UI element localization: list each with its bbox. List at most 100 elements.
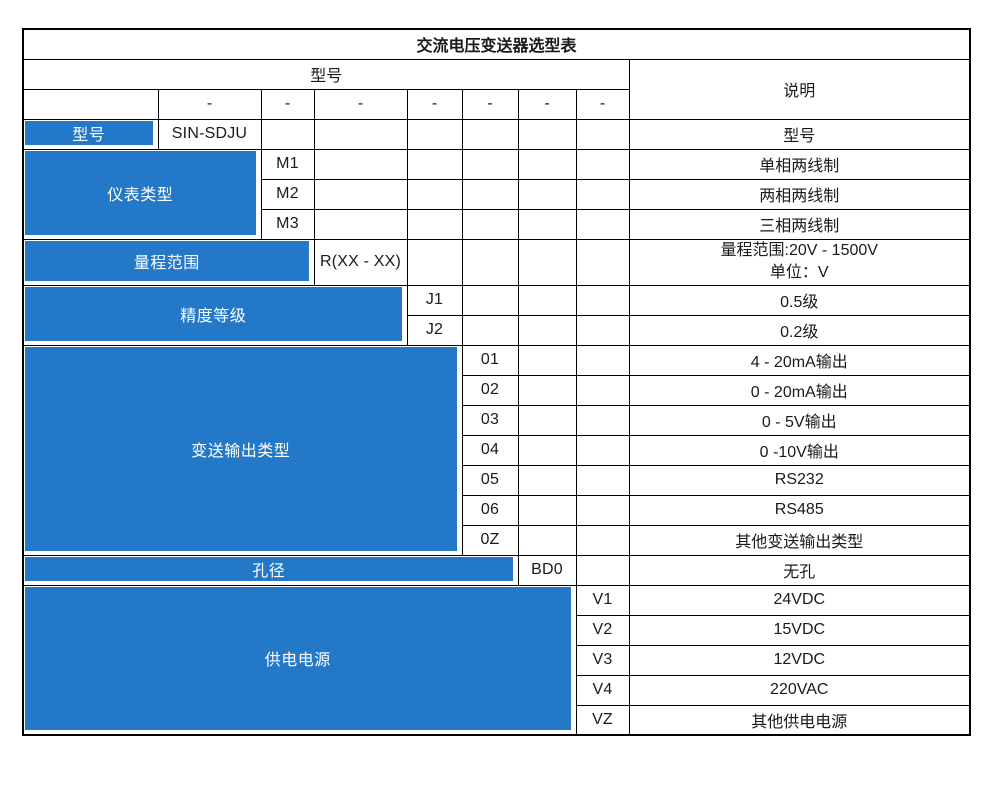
empty-cell <box>461 118 519 150</box>
desc-cell-04: 0 -10V输出 <box>628 434 971 466</box>
code-cell-j1: J1 <box>406 284 463 316</box>
desc-cell-03: 0 - 5V输出 <box>628 404 971 436</box>
code-cell-04: 04 <box>461 434 519 466</box>
code-cell-v2: V2 <box>575 614 630 646</box>
empty-cell <box>22 88 159 120</box>
desc-cell-05: RS232 <box>628 464 971 496</box>
desc-cell-m1: 单相两线制 <box>628 148 971 180</box>
empty-cell <box>517 344 577 376</box>
desc-cell-v3: 12VDC <box>628 644 971 676</box>
code-cell-v1: V1 <box>575 584 630 616</box>
model-dash-cell: - <box>575 88 630 120</box>
section-label-aperture: 孔径 <box>22 554 519 586</box>
section-label-output-type-text: 变送输出类型 <box>25 346 457 551</box>
empty-cell <box>575 314 630 346</box>
code-cell-06: 06 <box>461 494 519 526</box>
empty-cell <box>517 314 577 346</box>
desc-cell-02: 0 - 20mA输出 <box>628 374 971 406</box>
empty-cell <box>575 148 630 180</box>
empty-cell <box>517 464 577 496</box>
empty-cell <box>517 374 577 406</box>
model-dash-cell: - <box>461 88 519 120</box>
section-label-accuracy: 精度等级 <box>22 284 408 346</box>
code-cell-bd0: BD0 <box>517 554 577 586</box>
description-header: 说明 <box>628 58 971 120</box>
desc-cell-v2: 15VDC <box>628 614 971 646</box>
empty-cell <box>260 118 315 150</box>
model-dash-cell: - <box>157 88 262 120</box>
empty-cell <box>313 178 408 210</box>
desc-cell-bd0: 无孔 <box>628 554 971 586</box>
empty-cell <box>575 374 630 406</box>
code-cell-v3: V3 <box>575 644 630 676</box>
empty-cell <box>575 404 630 436</box>
code-cell-m2: M2 <box>260 178 315 210</box>
section-label-meter-type: 仪表类型 <box>22 148 262 240</box>
desc-cell-j2: 0.2级 <box>628 314 971 346</box>
desc-cell-06: RS485 <box>628 494 971 526</box>
empty-cell <box>406 238 463 286</box>
desc-range-line1: 量程范围:20V - 1500V <box>720 242 878 260</box>
empty-cell <box>575 494 630 526</box>
section-label-output-type: 变送输出类型 <box>22 344 463 556</box>
model-dash-cell: - <box>260 88 315 120</box>
code-cell-range: R(XX - XX) <box>313 238 408 286</box>
empty-cell <box>313 208 408 240</box>
model-dash-cell: - <box>406 88 463 120</box>
code-cell-v4: V4 <box>575 674 630 706</box>
empty-cell <box>517 178 577 210</box>
desc-cell-m2: 两相两线制 <box>628 178 971 210</box>
empty-cell <box>313 118 408 150</box>
empty-cell <box>575 554 630 586</box>
empty-cell <box>517 118 577 150</box>
section-label-range-text: 量程范围 <box>25 240 309 281</box>
selection-table: 交流电压变送器选型表 型号 说明 - - - - - - - 型号 SIN-SD… <box>22 28 972 736</box>
empty-cell <box>517 434 577 466</box>
model-dash-cell: - <box>313 88 408 120</box>
code-cell-j2: J2 <box>406 314 463 346</box>
empty-cell <box>461 314 519 346</box>
section-label-range: 量程范围 <box>22 238 315 286</box>
empty-cell <box>517 238 577 286</box>
desc-cell-vz: 其他供电电源 <box>628 704 971 736</box>
code-cell-sin-sdju: SIN-SDJU <box>157 118 262 150</box>
section-label-meter-type-text: 仪表类型 <box>25 150 256 235</box>
empty-cell <box>517 524 577 556</box>
empty-cell <box>575 238 630 286</box>
code-cell-vz: VZ <box>575 704 630 736</box>
code-cell-0z: 0Z <box>461 524 519 556</box>
empty-cell <box>406 148 463 180</box>
empty-cell <box>461 208 519 240</box>
empty-cell <box>517 208 577 240</box>
section-label-power-supply: 供电电源 <box>22 584 577 736</box>
section-label-power-supply-text: 供电电源 <box>25 586 571 730</box>
empty-cell <box>517 404 577 436</box>
desc-cell-01: 4 - 20mA输出 <box>628 344 971 376</box>
desc-cell-model: 型号 <box>628 118 971 150</box>
section-label-model-text: 型号 <box>25 120 153 145</box>
empty-cell <box>575 178 630 210</box>
code-cell-05: 05 <box>461 464 519 496</box>
model-dash-cell: - <box>517 88 577 120</box>
code-cell-03: 03 <box>461 404 519 436</box>
section-label-model: 型号 <box>22 118 159 150</box>
table-title: 交流电压变送器选型表 <box>22 28 971 60</box>
empty-cell <box>517 148 577 180</box>
desc-cell-v1: 24VDC <box>628 584 971 616</box>
code-cell-01: 01 <box>461 344 519 376</box>
empty-cell <box>461 238 519 286</box>
model-group-header: 型号 <box>22 58 630 90</box>
empty-cell <box>575 284 630 316</box>
desc-cell-m3: 三相两线制 <box>628 208 971 240</box>
desc-range-line2: 单位：V <box>769 264 829 281</box>
desc-cell-j1: 0.5级 <box>628 284 971 316</box>
empty-cell <box>406 118 463 150</box>
desc-cell-range: 量程范围:20V - 1500V 单位：V <box>628 238 971 286</box>
code-cell-m1: M1 <box>260 148 315 180</box>
empty-cell <box>575 464 630 496</box>
empty-cell <box>575 344 630 376</box>
empty-cell <box>461 178 519 210</box>
empty-cell <box>517 494 577 526</box>
empty-cell <box>575 434 630 466</box>
